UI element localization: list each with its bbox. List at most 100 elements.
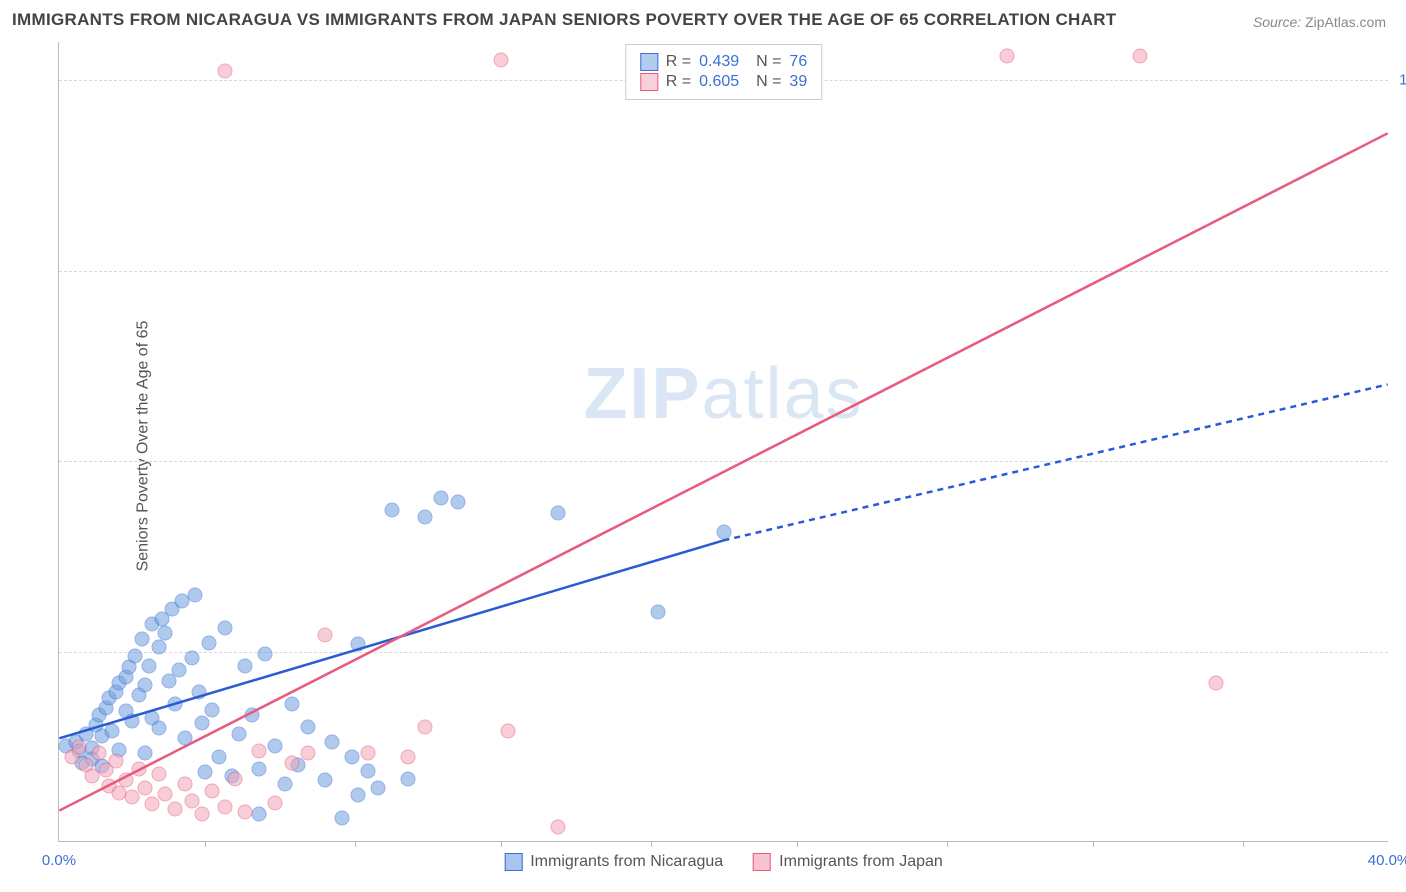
data-point bbox=[204, 702, 219, 717]
trend-lines bbox=[59, 42, 1388, 841]
legend-series: Immigrants from NicaraguaImmigrants from… bbox=[504, 853, 943, 871]
data-point bbox=[145, 797, 160, 812]
data-point bbox=[131, 761, 146, 776]
data-point bbox=[361, 763, 376, 778]
data-point bbox=[201, 635, 216, 650]
data-point bbox=[351, 637, 366, 652]
data-point bbox=[1132, 49, 1147, 64]
data-point bbox=[125, 713, 140, 728]
y-tick-label: 100.0% bbox=[1399, 72, 1406, 89]
data-point bbox=[231, 727, 246, 742]
x-tick-label: 0.0% bbox=[42, 852, 76, 869]
data-point bbox=[401, 750, 416, 765]
data-point bbox=[194, 807, 209, 822]
data-point bbox=[128, 648, 143, 663]
chart-title: IMMIGRANTS FROM NICARAGUA VS IMMIGRANTS … bbox=[12, 10, 1116, 30]
data-point bbox=[168, 802, 183, 817]
x-tick-minor bbox=[501, 841, 502, 847]
data-point bbox=[717, 525, 732, 540]
legend-row: R = 0.439 N = 76 bbox=[640, 53, 807, 71]
data-point bbox=[211, 750, 226, 765]
data-point bbox=[401, 771, 416, 786]
legend-item: Immigrants from Japan bbox=[753, 853, 943, 871]
data-point bbox=[650, 605, 665, 620]
legend-row: R = 0.605 N = 39 bbox=[640, 73, 807, 91]
data-point bbox=[218, 64, 233, 79]
data-point bbox=[268, 795, 283, 810]
data-point bbox=[258, 647, 273, 662]
data-point bbox=[238, 658, 253, 673]
data-point bbox=[218, 620, 233, 635]
data-point bbox=[158, 786, 173, 801]
data-point bbox=[91, 746, 106, 761]
data-point bbox=[138, 780, 153, 795]
legend-correlation: R = 0.439 N = 76 R = 0.605 N = 39 bbox=[625, 44, 822, 100]
data-point bbox=[141, 658, 156, 673]
x-tick-minor bbox=[947, 841, 948, 847]
data-point bbox=[1209, 675, 1224, 690]
source-value: ZipAtlas.com bbox=[1305, 14, 1386, 30]
data-point bbox=[278, 776, 293, 791]
data-point bbox=[244, 708, 259, 723]
data-point bbox=[301, 746, 316, 761]
data-point bbox=[198, 765, 213, 780]
data-point bbox=[318, 773, 333, 788]
data-point bbox=[251, 744, 266, 759]
gridline bbox=[59, 461, 1388, 462]
x-tick-minor bbox=[651, 841, 652, 847]
data-point bbox=[494, 53, 509, 68]
data-point bbox=[194, 715, 209, 730]
data-point bbox=[251, 807, 266, 822]
source-attribution: Source: ZipAtlas.com bbox=[1253, 14, 1386, 30]
data-point bbox=[158, 626, 173, 641]
x-tick-minor bbox=[1243, 841, 1244, 847]
data-point bbox=[118, 773, 133, 788]
data-point bbox=[324, 734, 339, 749]
data-point bbox=[371, 780, 386, 795]
data-point bbox=[318, 628, 333, 643]
gridline bbox=[59, 271, 1388, 272]
data-point bbox=[185, 651, 200, 666]
data-point bbox=[105, 723, 120, 738]
data-point bbox=[384, 502, 399, 517]
x-tick-minor bbox=[1093, 841, 1094, 847]
data-point bbox=[151, 721, 166, 736]
data-point bbox=[228, 771, 243, 786]
data-point bbox=[218, 799, 233, 814]
data-point bbox=[550, 506, 565, 521]
data-point bbox=[238, 805, 253, 820]
data-point bbox=[417, 719, 432, 734]
data-point bbox=[138, 746, 153, 761]
data-point bbox=[188, 587, 203, 602]
data-point bbox=[151, 639, 166, 654]
data-point bbox=[108, 754, 123, 769]
watermark: ZIPatlas bbox=[583, 353, 863, 435]
data-point bbox=[284, 756, 299, 771]
data-point bbox=[151, 766, 166, 781]
data-point bbox=[168, 696, 183, 711]
data-point bbox=[334, 811, 349, 826]
data-point bbox=[268, 738, 283, 753]
x-tick-minor bbox=[797, 841, 798, 847]
data-point bbox=[251, 761, 266, 776]
data-point bbox=[301, 719, 316, 734]
data-point bbox=[500, 723, 515, 738]
data-point bbox=[191, 685, 206, 700]
source-label: Source: bbox=[1253, 14, 1301, 30]
x-tick-label: 40.0% bbox=[1368, 852, 1406, 869]
data-point bbox=[550, 820, 565, 835]
data-point bbox=[178, 731, 193, 746]
data-point bbox=[71, 740, 86, 755]
data-point bbox=[138, 677, 153, 692]
data-point bbox=[135, 632, 150, 647]
data-point bbox=[361, 745, 376, 760]
data-point bbox=[451, 494, 466, 509]
data-point bbox=[171, 662, 186, 677]
x-tick-minor bbox=[355, 841, 356, 847]
data-point bbox=[204, 784, 219, 799]
data-point bbox=[125, 789, 140, 804]
data-point bbox=[178, 776, 193, 791]
data-point bbox=[417, 510, 432, 525]
data-point bbox=[344, 750, 359, 765]
data-point bbox=[185, 794, 200, 809]
